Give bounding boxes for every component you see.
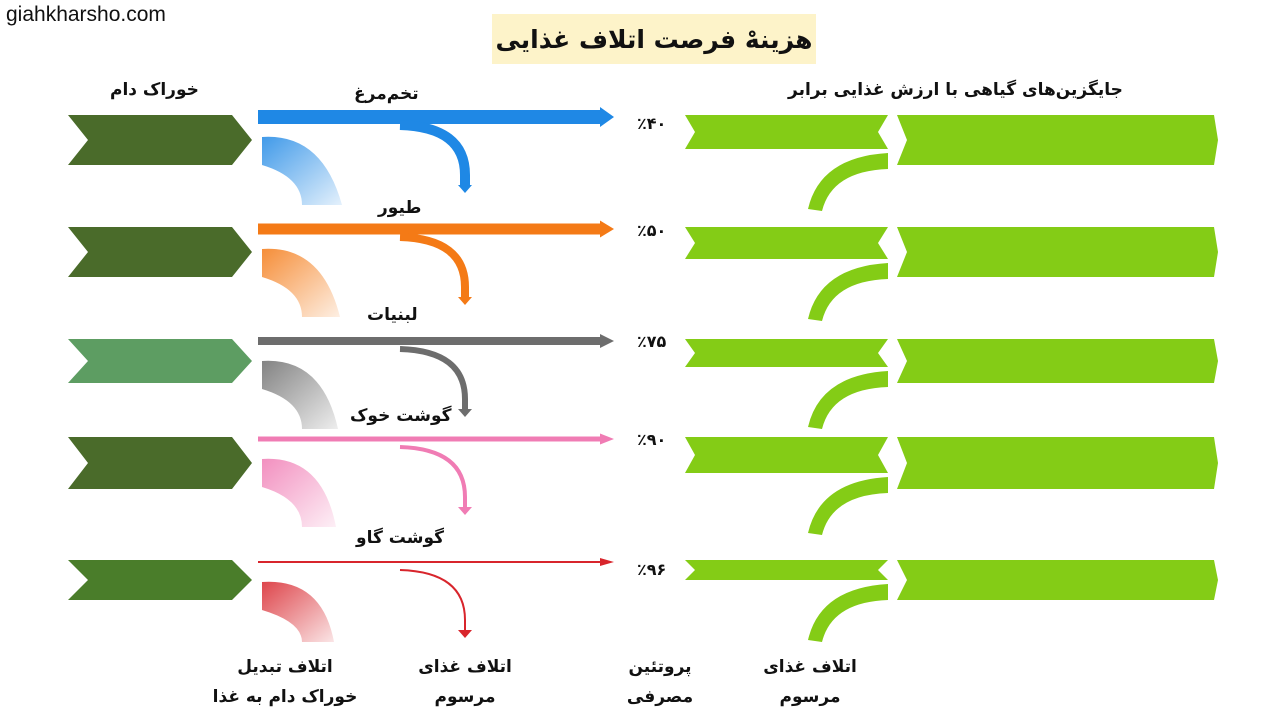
plant-small-chevron-beef <box>685 560 888 580</box>
footer-food-loss-right-line1: اتلاف غذای <box>763 657 857 677</box>
row-percent-eggs: ٪۴۰ <box>637 114 667 133</box>
conversion-loss-fan-beef <box>262 581 334 642</box>
plant-large-chevron-beef <box>897 560 1218 600</box>
plant-large-chevron-dairy <box>897 339 1218 383</box>
plant-large-chevron-eggs <box>897 115 1218 165</box>
footer-food-loss-left: اتلاف غذای مرسوم <box>405 652 525 712</box>
food-loss-arrowhead-beef <box>458 630 472 638</box>
site-watermark: giahkharsho.com <box>6 3 166 26</box>
row-percent-pork: ٪۹۰ <box>637 430 667 449</box>
plant-small-chevron-eggs <box>685 115 888 149</box>
protein-arrowhead-dairy <box>600 334 614 348</box>
footer-food-loss-right: اتلاف غذای مرسوم <box>750 652 870 712</box>
title-box: هزینهْ فرصت اتلاف غذایی <box>492 14 816 64</box>
conversion-loss-fan-dairy <box>262 360 338 429</box>
conversion-loss-fan-pork <box>262 458 336 527</box>
protein-arrowhead-beef <box>600 558 614 566</box>
footer-protein: پروتئین مصرفی <box>610 652 710 712</box>
row-percent-poultry: ٪۵۰ <box>637 221 667 240</box>
row-label-pork: گوشت خوک <box>350 406 452 426</box>
row-percent-dairy: ٪۷۵ <box>637 332 667 351</box>
row-label-eggs: تخم‌مرغ <box>354 84 419 104</box>
feed-chevron-pork <box>68 437 252 489</box>
food-loss-curve-eggs <box>399 120 470 185</box>
plant-header: جایگزین‌های گیاهی با ارزش غذایی برابر <box>788 80 1123 100</box>
footer-protein-line2: مصرفی <box>626 687 694 707</box>
food-loss-curve-pork <box>399 445 467 507</box>
plant-loss-curve-dairy <box>808 371 888 429</box>
food-loss-curve-dairy <box>399 346 468 409</box>
food-loss-arrowhead-pork <box>458 507 472 515</box>
protein-arrowhead-eggs <box>600 107 614 127</box>
row-label-poultry: طیور <box>378 198 422 218</box>
food-loss-arrowhead-eggs <box>458 185 472 193</box>
plant-loss-curve-pork <box>808 477 888 535</box>
feed-chevron-dairy <box>68 339 252 383</box>
row-percent-beef: ٪۹۶ <box>637 560 667 579</box>
footer-food-loss-right-line2: مرسوم <box>779 687 841 707</box>
plant-loss-curve-poultry <box>808 263 888 321</box>
footer-food-loss-left-line1: اتلاف غذای <box>418 657 512 677</box>
plant-small-chevron-poultry <box>685 227 888 259</box>
food-loss-arrowhead-dairy <box>458 409 472 417</box>
conversion-loss-fan-eggs <box>262 136 342 205</box>
plant-loss-curve-eggs <box>808 153 888 211</box>
feed-chevron-poultry <box>68 227 252 277</box>
plant-large-chevron-poultry <box>897 227 1218 277</box>
conversion-loss-fan-poultry <box>262 248 340 317</box>
footer-protein-line1: پروتئین <box>628 657 692 677</box>
footer-conversion-loss-line2: خوراک دام به غذا <box>212 687 358 707</box>
footer-conversion-loss-line1: اتلاف تبدیل <box>237 657 333 677</box>
food-loss-curve-beef <box>399 569 466 630</box>
plant-large-chevron-pork <box>897 437 1218 489</box>
feed-chevron-eggs <box>68 115 252 165</box>
plant-loss-curve-beef <box>808 584 888 642</box>
food-loss-arrowhead-poultry <box>458 297 472 305</box>
feed-header: خوراک دام <box>110 80 199 100</box>
plant-small-chevron-pork <box>685 437 888 473</box>
footer-food-loss-left-line2: مرسوم <box>434 687 496 707</box>
protein-arrowhead-pork <box>600 433 614 445</box>
row-label-dairy: لبنیات <box>367 305 418 325</box>
food-loss-curve-poultry <box>399 233 469 297</box>
page-title: هزینهْ فرصت اتلاف غذایی <box>495 24 813 54</box>
row-label-beef: گوشت گاو <box>356 528 445 548</box>
protein-arrowhead-poultry <box>600 220 614 238</box>
plant-small-chevron-dairy <box>685 339 888 367</box>
feed-chevron-beef <box>68 560 252 600</box>
footer-conversion-loss: اتلاف تبدیل خوراک دام به غذا <box>210 652 360 712</box>
